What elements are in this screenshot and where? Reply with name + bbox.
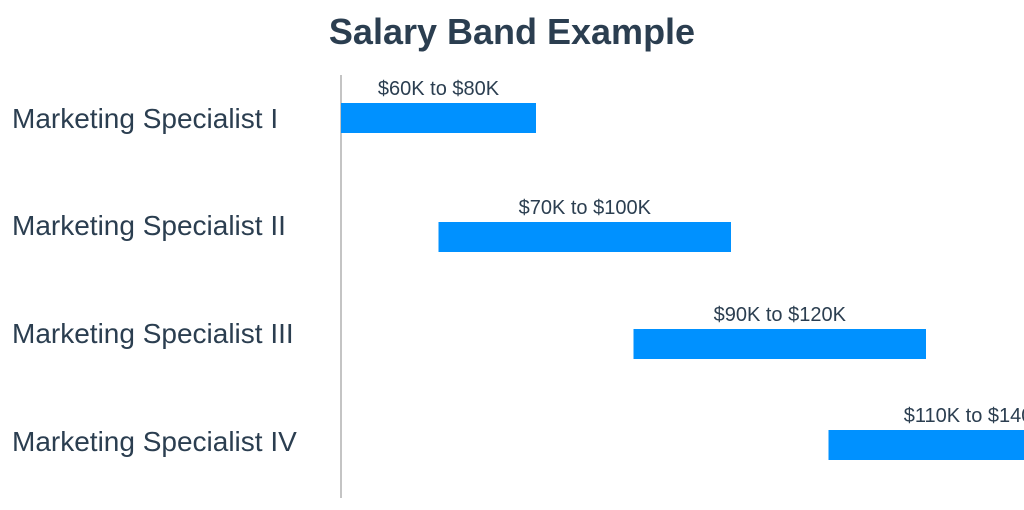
range-data-label: $60K to $80K (378, 78, 500, 100)
range-data-label: $110K to $140K (904, 405, 1024, 427)
category-label: Marketing Specialist I (12, 103, 278, 134)
chart-title: Salary Band Example (329, 11, 695, 52)
bars-group (341, 103, 1024, 460)
salary-band-bar (341, 103, 536, 133)
range-labels: $60K to $80K $70K to $100K $90K to $120K $1… (378, 78, 1024, 427)
salary-band-bar (633, 329, 926, 359)
range-data-label: $70K to $100K (519, 197, 652, 219)
category-label: Marketing Specialist IV (12, 426, 297, 457)
category-labels: Marketing Specialist I Marketing Speciali… (12, 103, 297, 457)
range-data-label: $90K to $120K (714, 304, 847, 326)
salary-band-bar (828, 430, 1024, 460)
salary-band-bar (438, 222, 731, 252)
category-label: Marketing Specialist III (12, 318, 294, 349)
category-label: Marketing Specialist II (12, 210, 286, 241)
